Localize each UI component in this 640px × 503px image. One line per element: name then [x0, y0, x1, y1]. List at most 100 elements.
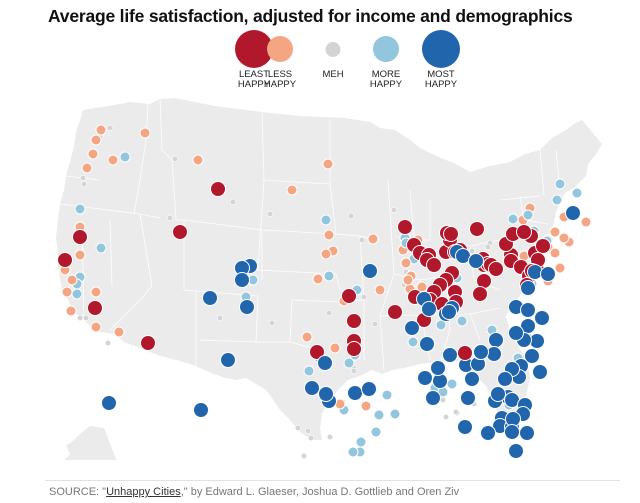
city-dot-meh — [76, 314, 84, 322]
legend-label-line2: HAPPY — [424, 79, 458, 90]
city-dot-less — [558, 232, 570, 244]
city-dot-meh — [300, 452, 308, 460]
city-dot-less — [113, 326, 125, 338]
city-dot-more — [456, 315, 468, 327]
city-dot-less — [286, 184, 298, 196]
city-dot-most — [193, 402, 209, 418]
city-dot-more — [389, 408, 401, 420]
city-dot-most — [101, 395, 117, 411]
city-dot-meh — [347, 212, 355, 220]
city-dot-most — [565, 205, 581, 221]
city-dot-least — [443, 226, 459, 242]
city-dot-more — [370, 426, 382, 438]
city-dot-meh — [360, 293, 368, 301]
city-dot-least — [172, 224, 188, 240]
city-dots — [57, 124, 592, 460]
city-dot-most — [508, 325, 524, 341]
city-dot-meh — [229, 198, 237, 206]
city-dot-least — [210, 181, 226, 197]
city-dot-meh — [307, 434, 315, 442]
city-dot-more — [74, 203, 86, 215]
city-dot-most — [421, 301, 437, 317]
city-dot-most — [527, 264, 543, 280]
city-dot-less — [95, 124, 107, 136]
us-map — [56, 98, 602, 460]
city-dot-less — [301, 331, 313, 343]
city-dot-meh — [104, 339, 112, 347]
source-suffix: ," by Edward L. Glaeser, Joshua D. Gottl… — [180, 486, 460, 498]
city-dot-less — [323, 229, 335, 241]
city-dot-meh — [294, 424, 302, 432]
city-dot-more — [323, 270, 335, 282]
city-dot-less — [90, 321, 102, 333]
city-dot-most — [234, 272, 250, 288]
city-dot-least — [469, 221, 485, 237]
city-dot-meh — [171, 155, 179, 163]
city-dot-less — [90, 134, 102, 146]
city-dot-more — [320, 214, 332, 226]
city-dot-least — [72, 229, 88, 245]
city-dot-more — [571, 187, 583, 199]
city-dot-most — [524, 348, 540, 364]
city-dot-most — [442, 347, 458, 363]
city-dot-less — [192, 154, 204, 166]
city-dot-least — [426, 257, 442, 273]
city-dot-meh — [80, 180, 88, 188]
alaska-shape — [64, 426, 117, 460]
city-dot-meh — [82, 314, 90, 322]
city-dot-most — [490, 386, 506, 402]
city-dot-most — [488, 332, 504, 348]
city-dot-meh — [166, 214, 174, 222]
city-dot-least — [346, 313, 362, 329]
city-dot-most — [464, 371, 480, 387]
source-prefix: SOURCE: " — [49, 486, 107, 498]
city-dot-meh — [439, 396, 447, 404]
city-dot-less — [66, 274, 78, 286]
city-dot-meh — [325, 309, 333, 317]
legend-swatch-least-happy — [235, 30, 273, 68]
city-dot-least — [397, 219, 413, 235]
legend-label-line1: MEH — [322, 69, 344, 80]
city-dot-most — [239, 299, 255, 315]
city-dot-least — [457, 345, 473, 361]
city-dot-meh — [304, 427, 312, 435]
city-dot-meh — [268, 319, 276, 327]
city-dot-meh — [484, 243, 492, 251]
city-dot-meh — [390, 206, 398, 214]
city-dot-meh — [79, 174, 87, 182]
city-dot-most — [486, 346, 502, 362]
city-dot-most — [425, 390, 441, 406]
city-dot-least — [140, 335, 156, 351]
city-dot-more — [554, 178, 566, 190]
city-dot-least — [57, 252, 73, 268]
city-dot-most — [361, 381, 377, 397]
city-dot-meh — [106, 124, 114, 132]
source-divider — [45, 480, 620, 481]
city-dot-most — [473, 344, 489, 360]
city-dot-less — [107, 154, 119, 166]
legend-label-meh: MEH — [303, 70, 363, 80]
city-dot-more — [446, 378, 458, 390]
city-dot-more — [373, 409, 385, 421]
city-dot-most — [519, 425, 535, 441]
city-dot-least — [488, 261, 504, 277]
city-dot-meh — [358, 236, 366, 244]
city-dot-less — [549, 247, 561, 259]
city-dot-most — [532, 364, 548, 380]
city-dot-meh — [452, 408, 460, 416]
city-dot-less — [87, 148, 99, 160]
legend-label-line1: MORE — [371, 69, 401, 80]
city-dot-more — [522, 209, 534, 221]
city-dot-more — [507, 213, 519, 225]
city-dot-most — [457, 419, 473, 435]
city-dot-less — [402, 274, 414, 286]
city-dot-least — [387, 304, 403, 320]
source-credit: SOURCE: "Unhappy Cities," by Edward L. G… — [49, 486, 459, 498]
city-dot-less — [580, 216, 592, 228]
city-dot-least — [346, 341, 362, 357]
legend-label-more-happy: MORE HAPPY — [356, 70, 416, 90]
source-link-unhappy-cities[interactable]: Unhappy Cities — [106, 486, 181, 498]
city-dot-most — [520, 280, 536, 296]
city-dot-meh — [326, 433, 334, 441]
legend-label-line2: HAPPY — [369, 79, 403, 90]
